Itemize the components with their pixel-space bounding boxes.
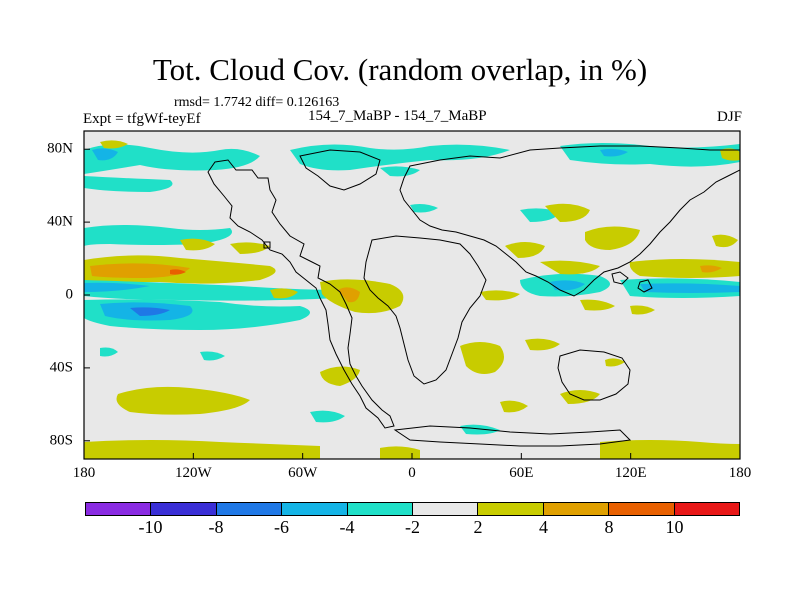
x-tick-label: 0 xyxy=(408,465,416,481)
colorbar-label: -4 xyxy=(339,517,355,537)
neg-region xyxy=(92,148,118,161)
x-tick-label: 60W xyxy=(288,465,318,481)
pos-region xyxy=(90,263,190,278)
neg-region xyxy=(100,347,118,357)
neg-region xyxy=(410,204,438,213)
coastline-greenland xyxy=(299,149,381,191)
colorbar-label: 10 xyxy=(665,517,684,537)
pos-region xyxy=(545,203,590,222)
neg-region xyxy=(600,148,628,157)
y-tick-label: 40S xyxy=(49,359,73,376)
colorbar-bin xyxy=(478,503,544,515)
pos-region xyxy=(100,140,128,149)
colorbar-bin xyxy=(609,503,675,515)
y-tick-label: 0 xyxy=(65,286,74,303)
x-tick-label: 120E xyxy=(614,465,647,481)
colorbar-bin xyxy=(216,503,283,515)
colorbar-label: 8 xyxy=(604,517,614,537)
neg-region xyxy=(550,280,585,291)
map-title: Tot. Cloud Cov. (random overlap, in %) xyxy=(152,52,648,87)
y-tick-label: 80N xyxy=(47,140,73,157)
colorbar-bin xyxy=(543,503,610,515)
pos-region xyxy=(629,259,740,278)
pos-region xyxy=(230,242,270,254)
colorbar-label: 2 xyxy=(473,517,483,537)
anomaly-field-layer xyxy=(84,140,740,459)
pos-region xyxy=(320,279,404,314)
coastline-island xyxy=(611,271,629,285)
coastline-americas xyxy=(207,159,395,429)
y-tick-label: 40N xyxy=(47,213,73,230)
colorbar-bin xyxy=(674,503,740,515)
pos-region xyxy=(116,386,250,415)
pos-region xyxy=(480,290,520,301)
coastline-africa xyxy=(363,235,487,385)
neg-region xyxy=(640,283,740,293)
x-tick-label: 60E xyxy=(509,465,534,481)
pos-region xyxy=(84,440,320,459)
colorbar-bin xyxy=(86,503,152,515)
pos-region xyxy=(270,288,298,299)
rmsd-diff-stats: rmsd= 1.7742 diff= 0.126163 xyxy=(174,95,340,110)
pos-region xyxy=(540,260,600,275)
x-tick-label: 120W xyxy=(174,465,212,481)
neg-region xyxy=(380,166,420,177)
pos-region xyxy=(720,148,740,161)
pos-region xyxy=(170,269,186,275)
x-tick-label: 180 xyxy=(72,465,96,481)
colorbar-label: -10 xyxy=(138,517,163,537)
coastline-antarctica xyxy=(393,425,632,447)
experiment-label: Expt = tfgWf-teyEf xyxy=(83,111,201,127)
colorbar-bin xyxy=(413,503,479,515)
pos-region xyxy=(338,287,360,303)
coastline-island xyxy=(263,241,271,249)
pos-region xyxy=(712,234,738,248)
pos-region xyxy=(585,226,640,250)
coastline-australia xyxy=(557,349,631,401)
coastline-island xyxy=(637,279,653,293)
coastline-layer xyxy=(207,145,741,447)
y-tick-label: 80S xyxy=(49,432,73,449)
pos-region xyxy=(600,440,740,459)
colorbar-label: 4 xyxy=(539,517,548,537)
map-subtitle: 154_7_MaBP - 154_7_MaBP xyxy=(308,108,487,124)
neg-region xyxy=(84,282,150,292)
pos-region xyxy=(630,305,655,315)
axis-tick-marks xyxy=(83,148,741,459)
x-tick-label: 180 xyxy=(728,465,752,481)
colorbar-label: -8 xyxy=(208,517,224,537)
colorbar-bin xyxy=(347,503,414,515)
pos-region xyxy=(500,400,528,413)
pos-region xyxy=(605,358,625,367)
pos-region xyxy=(700,265,722,273)
neg-region xyxy=(200,351,225,361)
pos-region xyxy=(580,299,615,311)
neg-region xyxy=(84,144,260,174)
neg-region xyxy=(460,424,500,435)
colorbar-bin xyxy=(282,503,348,515)
colorbar-bin xyxy=(151,503,217,515)
pos-region xyxy=(380,446,420,459)
pos-region xyxy=(525,338,560,351)
coastline-eurasia xyxy=(399,145,741,297)
neg-region xyxy=(310,410,345,423)
pos-region xyxy=(460,342,504,374)
neg-region xyxy=(130,307,170,316)
season-label: DJF xyxy=(716,109,742,125)
neg-region xyxy=(84,176,173,192)
pos-region xyxy=(180,238,215,251)
pos-region xyxy=(505,242,545,258)
colorbar-label: -2 xyxy=(405,517,420,537)
colorbar xyxy=(85,502,740,516)
colorbar-label: -6 xyxy=(274,517,289,537)
neg-region xyxy=(520,208,560,222)
